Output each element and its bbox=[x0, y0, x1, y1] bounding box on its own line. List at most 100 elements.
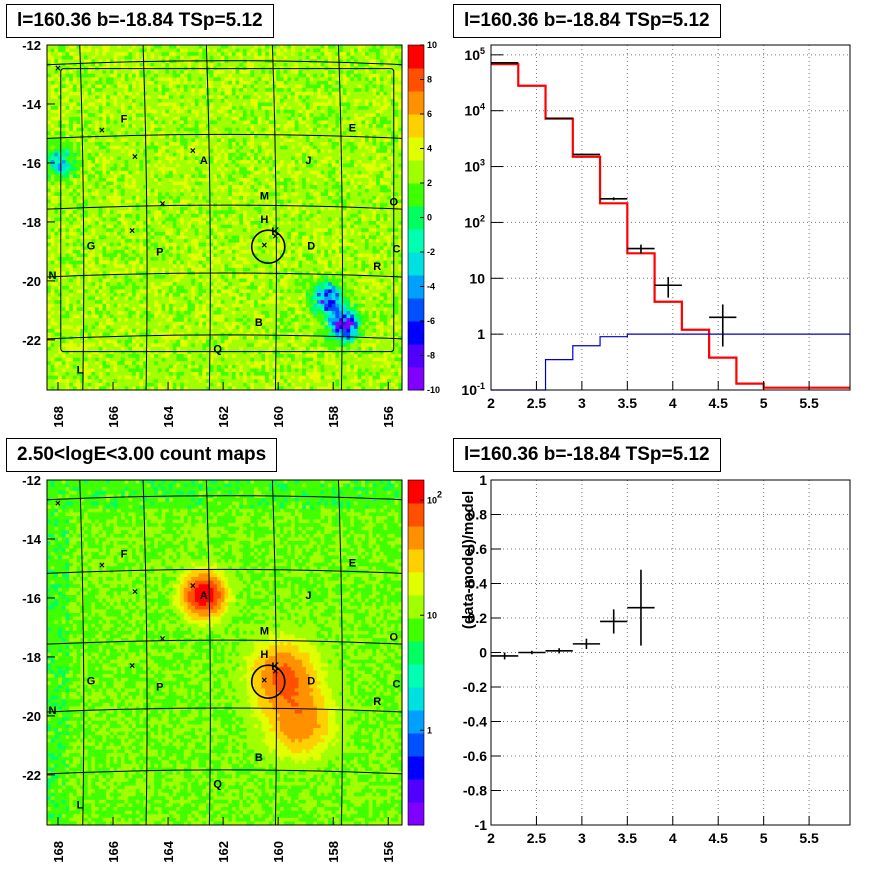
y-tick-label: 0.2 bbox=[468, 610, 488, 626]
colorbar-band bbox=[408, 779, 424, 803]
y-tick-label: -20 bbox=[22, 709, 41, 724]
grid-lat-line bbox=[46, 568, 403, 574]
colorbar-band bbox=[408, 503, 424, 527]
title-bottom-left: 2.50<logE<3.00 count maps bbox=[6, 438, 278, 472]
grid-lon-line bbox=[337, 44, 343, 391]
source-label: C bbox=[393, 678, 401, 690]
title-top-right: l=160.36 b=-18.84 TSp=5.12 bbox=[453, 4, 721, 38]
source-marker: × bbox=[261, 676, 267, 687]
colorbar-band bbox=[408, 664, 424, 688]
colorbar-band bbox=[408, 549, 424, 573]
source-label: H bbox=[260, 649, 268, 661]
grid-lat-line bbox=[46, 707, 403, 713]
y-tick-label: -0.2 bbox=[463, 679, 487, 695]
x-tick-label: 4.5 bbox=[708, 830, 728, 846]
grid-lon-line bbox=[142, 479, 148, 826]
x-tick-label: 3 bbox=[578, 395, 586, 411]
source-label: C bbox=[393, 243, 401, 255]
y-tick-label: -22 bbox=[22, 768, 41, 783]
y-tick-label: 1 bbox=[477, 326, 485, 342]
source-label: L bbox=[77, 364, 84, 376]
x-tick-label: 5.5 bbox=[799, 395, 819, 411]
source-marker: × bbox=[55, 64, 61, 75]
source-marker: × bbox=[190, 581, 196, 592]
source-marker: × bbox=[99, 126, 105, 137]
source-label: J bbox=[305, 155, 311, 167]
test-position-circle bbox=[250, 229, 286, 265]
grid-lat-line bbox=[46, 495, 403, 501]
colorbar-band bbox=[408, 206, 424, 230]
y-tick-label: 103 bbox=[464, 158, 485, 175]
source-marker: × bbox=[129, 226, 135, 237]
grid-lat-line bbox=[46, 769, 403, 775]
source-label: A bbox=[200, 155, 208, 167]
source-label: B bbox=[255, 317, 263, 329]
colorbar-tick-label: -2 bbox=[427, 247, 435, 257]
grid-lon-line bbox=[79, 44, 85, 391]
source-marker: × bbox=[190, 146, 196, 157]
y-tick-label: 1 bbox=[479, 472, 487, 488]
grid-lat-line bbox=[46, 133, 403, 139]
y-tick-label: 0.8 bbox=[468, 507, 488, 523]
grid-lat-line bbox=[46, 334, 403, 340]
x-tick-label: 3.5 bbox=[618, 395, 638, 411]
colorbar-tick-label: 8 bbox=[427, 75, 432, 85]
source-label: L bbox=[77, 799, 84, 811]
colorbar-tick-label: -8 bbox=[427, 351, 435, 361]
x-tick-label: 164 bbox=[161, 405, 176, 427]
y-tick-label: -14 bbox=[22, 532, 42, 547]
x-tick-label: 3 bbox=[578, 830, 586, 846]
source-marker: × bbox=[55, 499, 61, 510]
colorbar-band bbox=[408, 321, 424, 345]
colorbar-band bbox=[408, 298, 424, 322]
x-tick-label: 158 bbox=[326, 406, 341, 428]
y-tick-label: -16 bbox=[22, 156, 41, 171]
colorbar-band bbox=[408, 68, 424, 92]
source-label: D bbox=[307, 241, 315, 253]
roi-boundary bbox=[60, 68, 395, 353]
title-bottom-right: l=160.36 b=-18.84 TSp=5.12 bbox=[453, 438, 721, 472]
source-label: M bbox=[260, 625, 269, 637]
colorbar-band bbox=[408, 114, 424, 138]
y-tick-label: -0.8 bbox=[463, 783, 487, 799]
colorbar-band bbox=[408, 91, 424, 115]
source-label: J bbox=[305, 590, 311, 602]
colorbar-band bbox=[408, 733, 424, 757]
colorbar-band bbox=[408, 252, 424, 276]
source-marker: × bbox=[132, 152, 138, 163]
source-label: Q bbox=[213, 344, 222, 356]
x-tick-label: 160 bbox=[271, 406, 286, 428]
source-marker: × bbox=[99, 561, 105, 572]
source-label: E bbox=[349, 558, 356, 570]
x-tick-label: 2.5 bbox=[527, 830, 547, 846]
x-tick-label: 156 bbox=[381, 406, 396, 428]
source-label: A bbox=[200, 590, 208, 602]
x-tick-label: 168 bbox=[51, 841, 66, 863]
x-tick-label: 156 bbox=[381, 841, 396, 863]
colorbar-band bbox=[408, 45, 424, 69]
colorbar-frame bbox=[407, 479, 425, 826]
source-label: B bbox=[255, 752, 263, 764]
grid-lon-line bbox=[271, 479, 277, 826]
source-marker: × bbox=[272, 667, 278, 678]
x-tick-label: 164 bbox=[161, 840, 176, 862]
x-tick-label: 160 bbox=[271, 841, 286, 863]
colorbar-tick-label: 10 bbox=[427, 40, 437, 50]
colorbar-band bbox=[408, 229, 424, 253]
colorbar-tick-label: -10 bbox=[427, 385, 440, 395]
source-label: G bbox=[87, 676, 96, 688]
y-tick-label: 0.4 bbox=[468, 576, 488, 592]
y-tick-label: -18 bbox=[22, 650, 41, 665]
x-tick-label: 3.5 bbox=[618, 830, 638, 846]
y-tick-label: 0 bbox=[479, 645, 487, 661]
map-frame bbox=[46, 44, 403, 391]
plot-frame bbox=[490, 44, 851, 391]
colorbar-band bbox=[408, 687, 424, 711]
y-tick-label: -0.6 bbox=[463, 748, 487, 764]
source-label: F bbox=[121, 549, 128, 561]
y-tick-label: -18 bbox=[22, 215, 41, 230]
colorbar-band bbox=[408, 160, 424, 184]
